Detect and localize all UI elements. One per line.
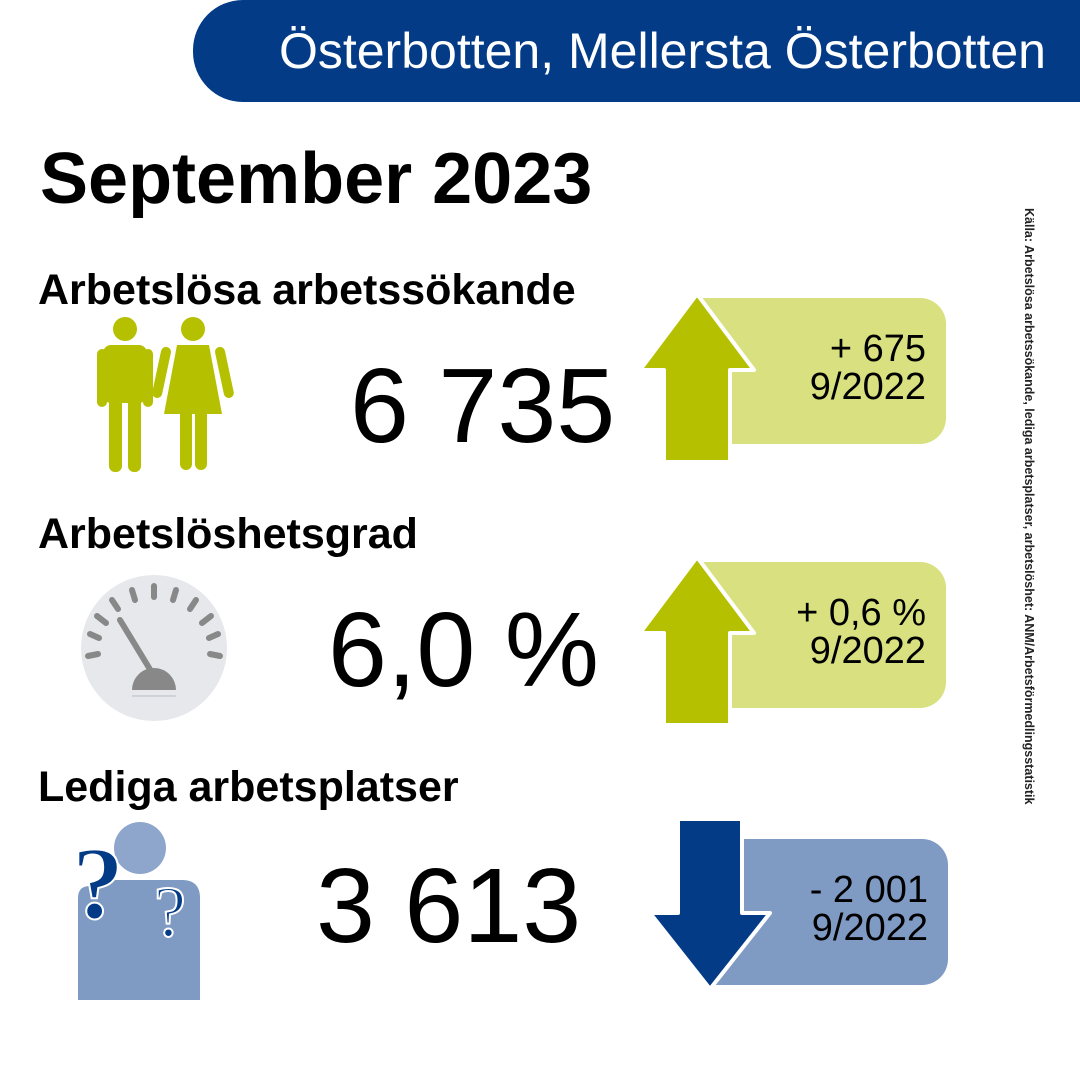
period-title: September 2023 [40, 139, 593, 219]
metric-heading-unemployed: Arbetslösa arbetssökande [38, 266, 576, 314]
metric-value-rate: 6,0 % [328, 591, 600, 709]
gauge-icon [81, 575, 227, 721]
metric-value-vacancies: 3 613 [316, 847, 582, 965]
arrow-down-icon [648, 817, 772, 991]
change-value-vacancies: - 2 001 [809, 869, 928, 911]
svg-text:?: ? [72, 826, 124, 941]
arrow-up-icon [638, 292, 756, 464]
change-value-unemployed: + 675 [829, 328, 926, 370]
metric-value-unemployed: 6 735 [350, 347, 616, 465]
person-question-icon: ? ? [71, 822, 200, 1000]
region-title: Österbotten, Mellersta Österbotten [278, 23, 1046, 79]
change-value-rate: + 0,6 % [796, 592, 926, 634]
metric-heading-vacancies: Lediga arbetsplatser [38, 763, 459, 811]
comparison-period-rate: 9/2022 [809, 630, 926, 672]
people-icon [97, 317, 234, 472]
arrow-up-icon [638, 555, 756, 727]
svg-text:?: ? [154, 872, 186, 952]
source-note: Källa: Arbetslösa arbetssökande, lediga … [1022, 208, 1036, 805]
region-banner: Österbotten, Mellersta Österbotten [193, 0, 1080, 102]
comparison-period-unemployed: 9/2022 [809, 366, 926, 408]
comparison-period-vacancies: 9/2022 [811, 907, 928, 949]
metric-heading-rate: Arbetslöshetsgrad [38, 510, 418, 558]
